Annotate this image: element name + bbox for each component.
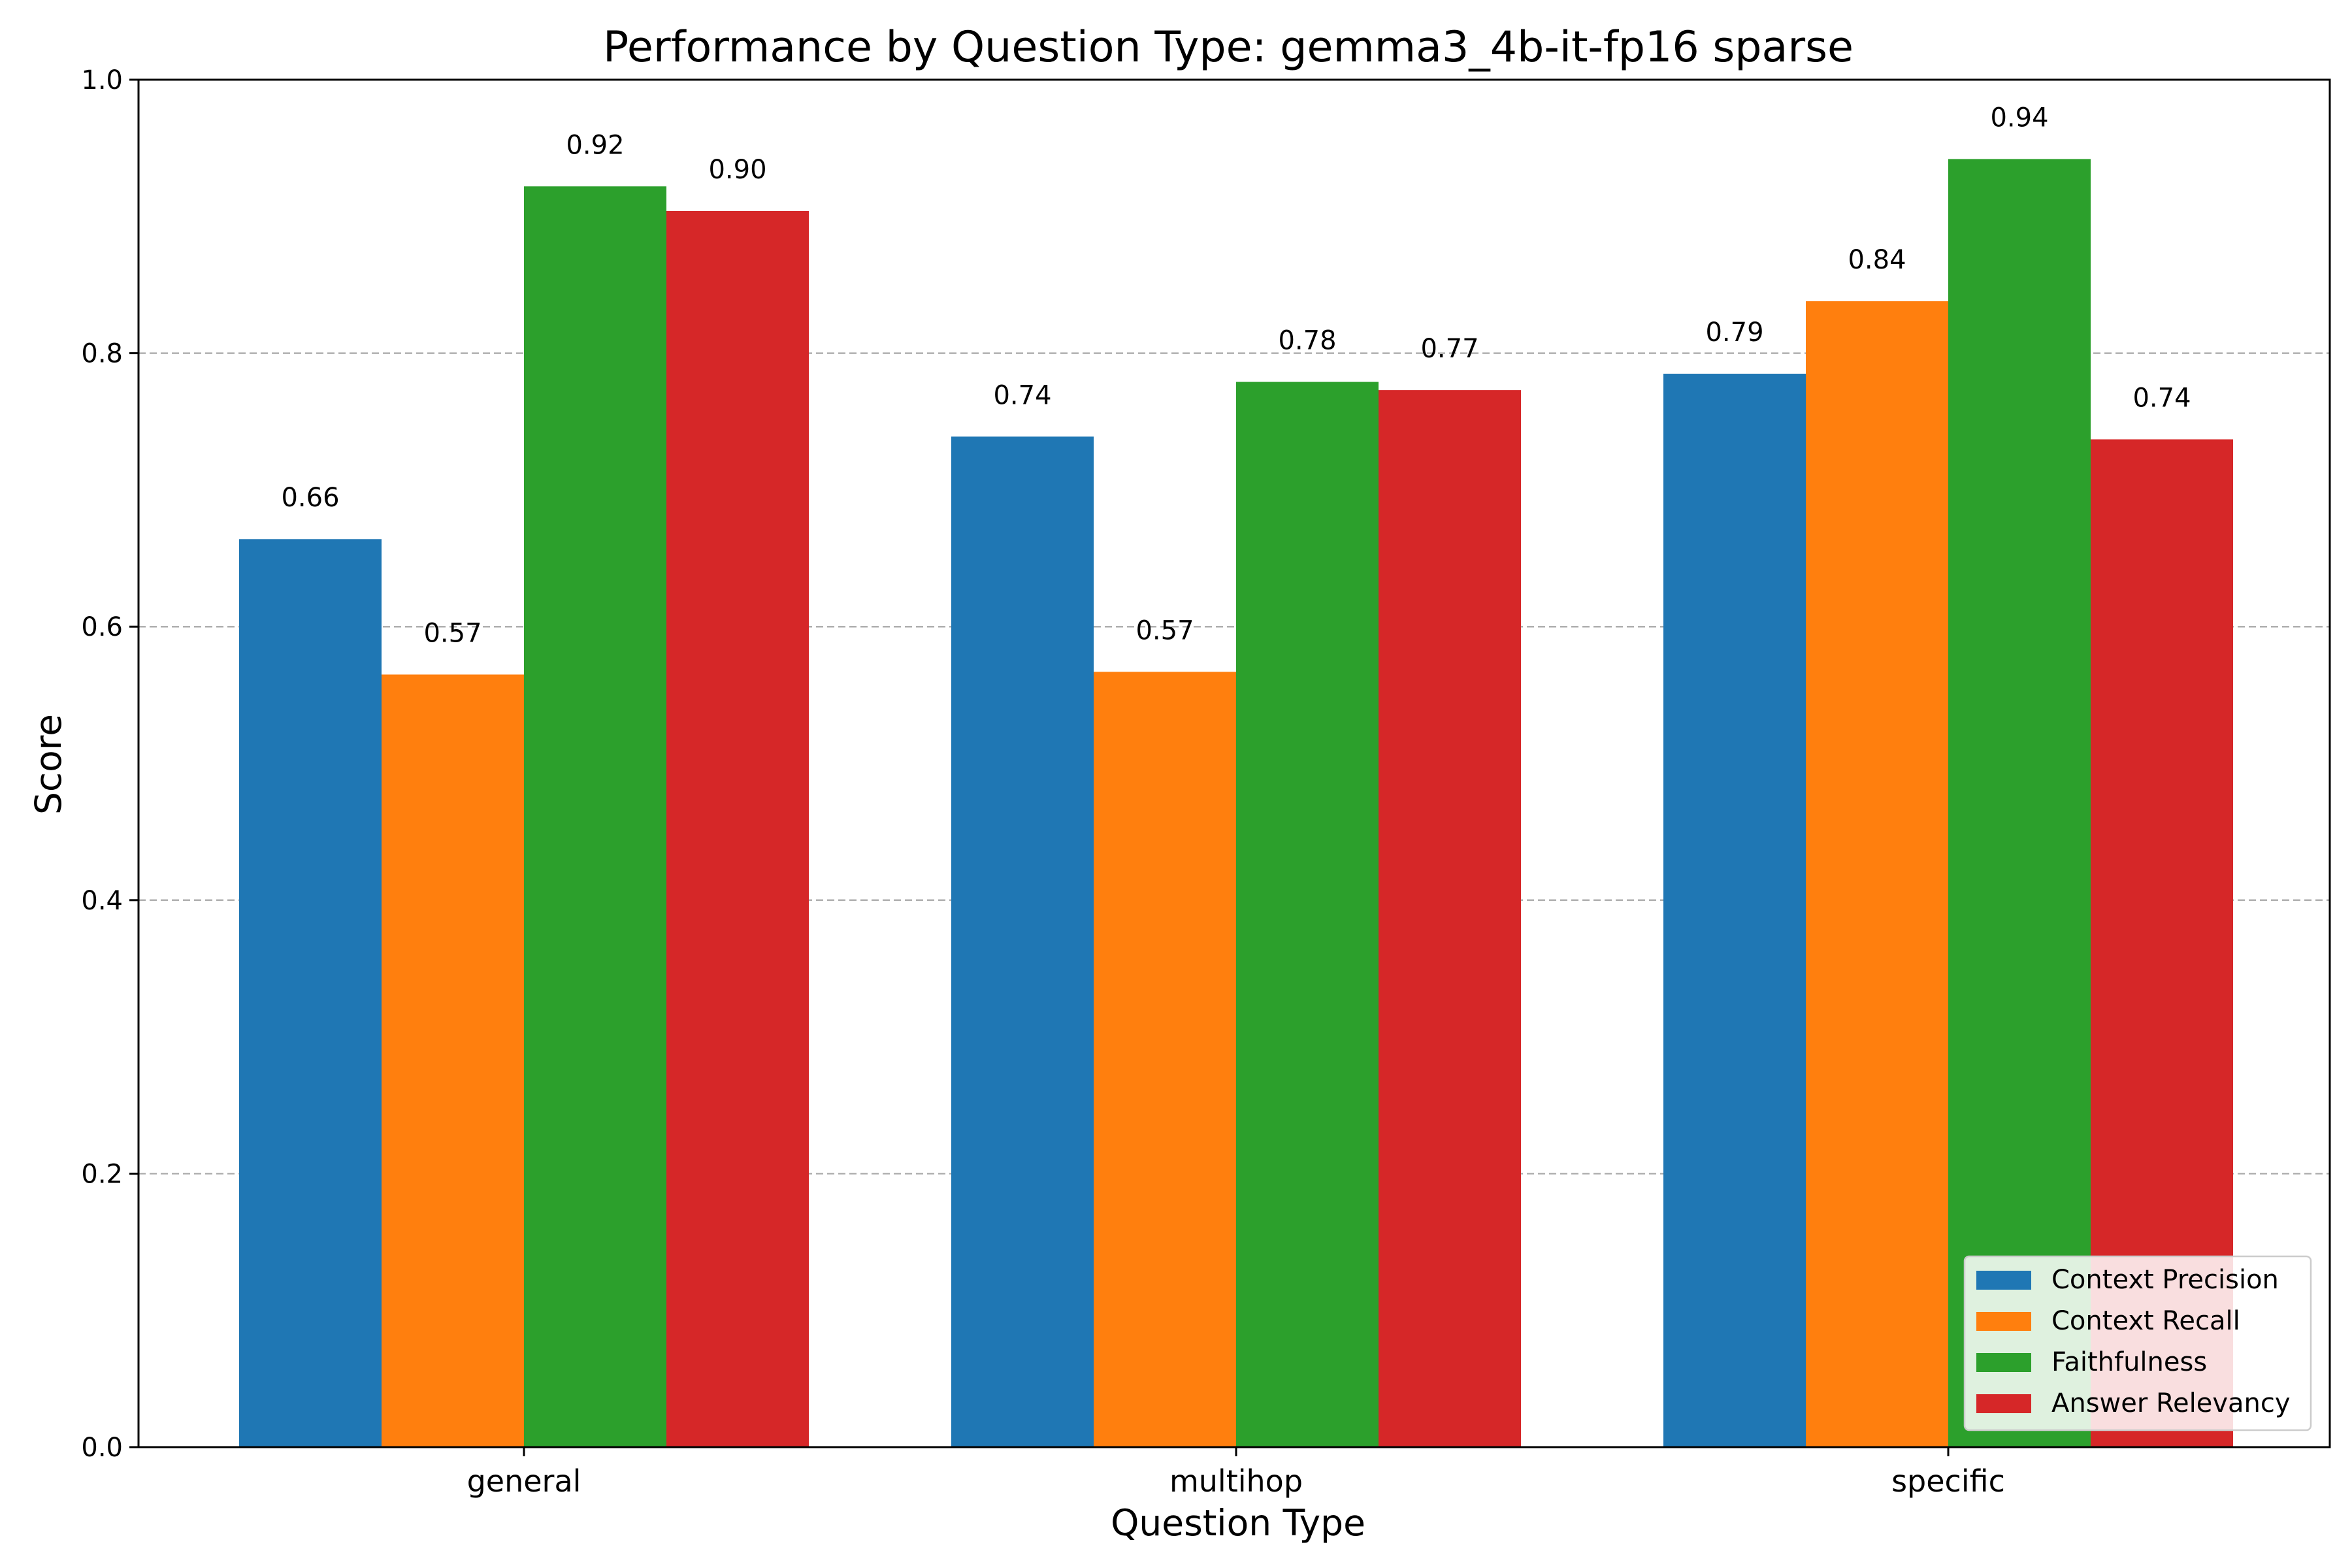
bar: [1806, 301, 1948, 1447]
bar: [1663, 373, 1806, 1447]
bar-value-label: 0.77: [1420, 334, 1478, 364]
legend-swatch: [1976, 1271, 2031, 1290]
data-labels: 0.66 0.74 0.79 0.57 0.57 0.84 0.92 0.78 0.94 0.90…: [281, 103, 2191, 648]
y-tick-label: 0.4: [81, 886, 123, 916]
bar-value-label: 0.84: [1848, 245, 1906, 275]
bar-value-label: 0.74: [993, 380, 1051, 410]
y-axis-label: Score: [27, 714, 69, 815]
x-axis-label: Question Type: [1111, 1502, 1365, 1544]
y-axis: 0.0 0.2 0.4 0.6 0.8 1.0: [81, 65, 139, 1463]
bar: [1948, 159, 2091, 1447]
bars: [239, 159, 2233, 1448]
bar-value-label: 0.94: [1990, 103, 2048, 133]
x-axis: general multihop specific: [467, 1447, 2005, 1499]
legend-label: Context Precision: [2051, 1265, 2279, 1295]
y-tick-label: 1.0: [81, 65, 123, 95]
bar: [1094, 672, 1236, 1447]
bar-value-label: 0.92: [566, 130, 624, 160]
legend: Context Precision Context Recall Faithfuln…: [1963, 1255, 2312, 1431]
x-tick-label: general: [467, 1463, 581, 1499]
bar-value-label: 0.74: [2132, 383, 2191, 413]
plot-frame: [137, 78, 2331, 1448]
y-tick-label: 0.6: [81, 612, 123, 642]
x-tick-label: multihop: [1169, 1463, 1303, 1499]
bar-value-label: 0.66: [281, 483, 339, 513]
bar: [1236, 382, 1379, 1447]
bar: [524, 186, 666, 1447]
x-tick-label: specific: [1891, 1463, 2005, 1499]
legend-label: Answer Relevancy: [2051, 1388, 2291, 1418]
bar-value-label: 0.79: [1705, 318, 1763, 348]
legend-label: Faithfulness: [2051, 1347, 2207, 1377]
chart-title: Performance by Question Type: gemma3_4b-…: [603, 23, 1854, 72]
legend-swatch: [1976, 1312, 2031, 1331]
bar: [951, 436, 1094, 1448]
bar: [239, 539, 382, 1447]
legend-swatch: [1976, 1394, 2031, 1413]
bar-value-label: 0.78: [1278, 326, 1336, 356]
y-tick-label: 0.2: [81, 1159, 123, 1189]
bar-value-label: 0.90: [708, 155, 766, 185]
legend-swatch: [1976, 1353, 2031, 1372]
y-tick-label: 0.0: [81, 1433, 123, 1463]
bar-value-label: 0.57: [423, 618, 482, 648]
bar: [382, 674, 524, 1447]
legend-box: [1963, 1255, 2312, 1431]
bar: [1379, 390, 1521, 1447]
y-tick-label: 0.8: [81, 339, 123, 369]
legend-label: Context Recall: [2051, 1306, 2240, 1336]
bar: [666, 210, 809, 1448]
bar-value-label: 0.57: [1135, 615, 1194, 645]
